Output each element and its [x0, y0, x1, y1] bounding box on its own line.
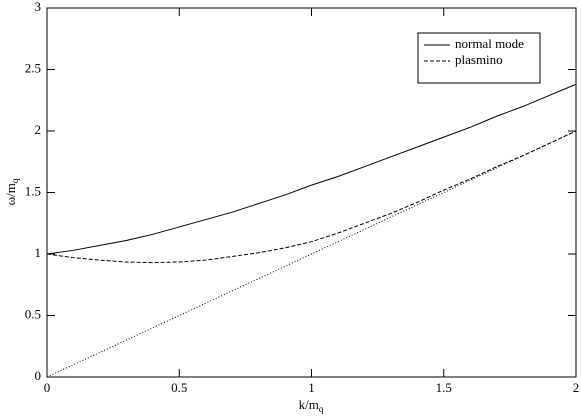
x-tick-label: 1.5 — [436, 380, 452, 395]
series-line — [46, 83, 577, 255]
y-tick-label: 1 — [35, 245, 42, 260]
legend-box — [417, 32, 541, 84]
y-tick-label: 1.5 — [25, 183, 41, 198]
y-tick-label: 3 — [35, 0, 42, 14]
y-tick-label: 2 — [35, 122, 42, 137]
legend-label: normal mode — [455, 36, 524, 51]
y-axis-label: ω/mq — [3, 178, 20, 205]
x-axis-label: k/mq — [299, 397, 324, 414]
y-label-text: ω/m — [3, 183, 18, 205]
x-tick-label: 0 — [44, 380, 51, 395]
series-line — [46, 130, 577, 264]
x-tick-label: 2 — [573, 380, 580, 395]
x-tick-label: 1 — [308, 380, 315, 395]
y-tick-label: 0 — [35, 368, 42, 383]
x-label-text: k/m — [299, 397, 319, 412]
x-tick-label: 0.5 — [171, 380, 187, 395]
series-line — [46, 130, 577, 378]
y-tick-label: 0.5 — [25, 306, 41, 321]
legend-label: plasmino — [455, 52, 503, 67]
x-label-subscript: q — [319, 404, 324, 414]
y-label-subscript: q — [10, 178, 20, 183]
y-tick-label: 2.5 — [25, 60, 41, 75]
